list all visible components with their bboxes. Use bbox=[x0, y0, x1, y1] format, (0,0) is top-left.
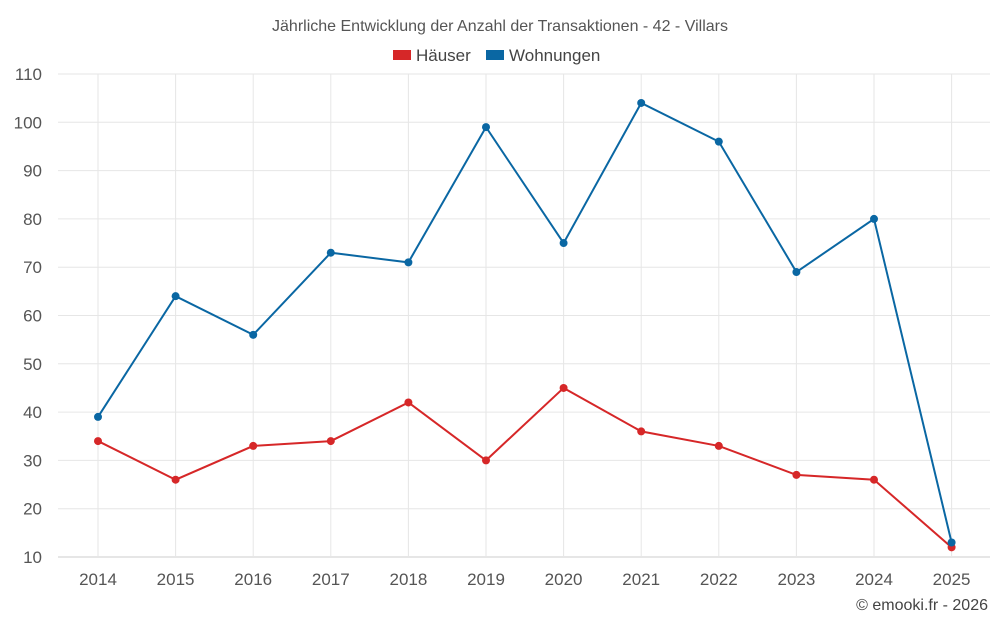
grid bbox=[58, 73, 990, 558]
chart-title: Jährliche Entwicklung der Anzahl der Tra… bbox=[272, 18, 728, 35]
legend-item[interactable]: Häuser bbox=[393, 46, 471, 65]
x-tick-label: 2021 bbox=[622, 570, 660, 589]
y-tick-label: 40 bbox=[23, 403, 42, 422]
data-point[interactable] bbox=[94, 437, 102, 446]
data-point[interactable] bbox=[404, 258, 413, 267]
data-point[interactable] bbox=[792, 268, 801, 277]
legend: Häuser Wohnungen bbox=[393, 46, 600, 65]
x-tick-label: 2023 bbox=[777, 570, 815, 589]
data-point[interactable] bbox=[482, 456, 490, 465]
data-point[interactable] bbox=[482, 123, 490, 132]
series-line bbox=[97, 101, 953, 543]
y-tick-label: 80 bbox=[23, 210, 42, 229]
y-tick-label: 70 bbox=[23, 258, 42, 277]
data-point[interactable] bbox=[792, 470, 801, 479]
x-tick-label: 2018 bbox=[389, 570, 427, 589]
y-tick-label: 30 bbox=[23, 451, 42, 470]
data-point[interactable] bbox=[559, 383, 568, 392]
y-tick-label: 100 bbox=[14, 113, 42, 132]
data-point[interactable] bbox=[326, 437, 335, 446]
data-point[interactable] bbox=[870, 214, 878, 223]
legend-swatch bbox=[486, 50, 504, 60]
x-tick-label: 2020 bbox=[545, 570, 583, 589]
x-tick-label: 2017 bbox=[312, 570, 350, 589]
x-tick-label: 2015 bbox=[157, 570, 195, 589]
data-point[interactable] bbox=[714, 137, 723, 146]
data-point[interactable] bbox=[870, 475, 878, 484]
data-point[interactable] bbox=[171, 292, 180, 301]
data-point[interactable] bbox=[637, 98, 646, 107]
y-tick-label: 90 bbox=[23, 162, 42, 181]
y-tick-label: 60 bbox=[23, 307, 42, 326]
credit-text: © emooki.fr - 2026 bbox=[856, 597, 988, 614]
series-haeuser bbox=[94, 383, 956, 552]
y-tick-label: 110 bbox=[15, 65, 42, 84]
series-group bbox=[94, 98, 956, 552]
legend-label: Wohnungen bbox=[509, 46, 600, 65]
series-wohnungen bbox=[94, 98, 956, 547]
x-tick-label: 2016 bbox=[234, 570, 272, 589]
legend-label: Häuser bbox=[416, 46, 471, 65]
x-tick-label: 2014 bbox=[79, 570, 117, 589]
data-point[interactable] bbox=[249, 441, 258, 450]
data-point[interactable] bbox=[326, 248, 335, 257]
data-point[interactable] bbox=[171, 475, 180, 484]
data-point[interactable] bbox=[249, 330, 258, 339]
legend-item[interactable]: Wohnungen bbox=[486, 46, 600, 65]
x-tick-label: 2025 bbox=[933, 570, 971, 589]
data-point[interactable] bbox=[714, 441, 723, 450]
data-point[interactable] bbox=[404, 398, 413, 407]
data-point[interactable] bbox=[94, 412, 102, 421]
data-point[interactable] bbox=[559, 239, 568, 248]
series-line bbox=[97, 386, 953, 549]
x-tick-label: 2024 bbox=[855, 570, 893, 589]
x-tick-label: 2022 bbox=[700, 570, 738, 589]
y-axis-ticks: 10 20 30 40 50 60 70 80 90 100 110 bbox=[14, 65, 42, 567]
y-tick-label: 20 bbox=[23, 500, 42, 519]
data-point[interactable] bbox=[637, 427, 646, 436]
legend-swatch bbox=[393, 50, 411, 60]
x-axis-ticks: 2014 2015 2016 2017 2018 2019 2020 2021 2022 2023… bbox=[79, 570, 970, 589]
data-point[interactable] bbox=[947, 538, 956, 547]
y-tick-label: 10 bbox=[23, 548, 42, 567]
x-tick-label: 2019 bbox=[467, 570, 505, 589]
y-tick-label: 50 bbox=[23, 355, 42, 374]
